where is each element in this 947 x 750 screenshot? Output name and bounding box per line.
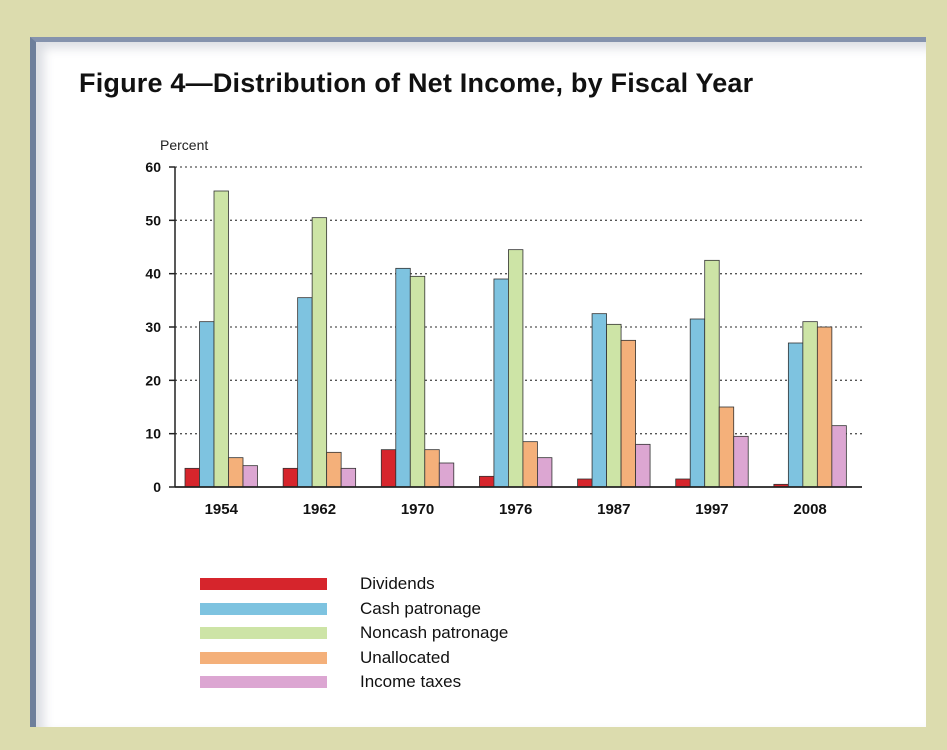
bar-dividends-1954 (184, 467, 200, 488)
bar-unallocated-1970 (424, 449, 440, 488)
bar-dividends-1976 (479, 475, 495, 488)
legend-swatch-unallocated (200, 651, 327, 664)
x-tick-label: 1987 (597, 501, 630, 518)
bar-cash-patronage-1954 (199, 321, 215, 488)
y-tick-label: 10 (145, 426, 161, 442)
bar-cash-patronage-1987 (591, 313, 607, 488)
y-tick-label: 50 (145, 212, 161, 228)
bar-dividends-1970 (380, 449, 397, 488)
legend-swatch-cash-patronage (200, 602, 327, 615)
x-tick-label: 1954 (205, 501, 239, 518)
legend-label-income-taxes: Income taxes (360, 672, 462, 691)
y-tick-label: 0 (153, 479, 161, 495)
legend-swatch-noncash-patronage (200, 627, 327, 639)
legend-label-dividends: Dividends (360, 574, 435, 593)
bar-unallocated-1997 (718, 406, 735, 488)
legend-swatch-income-taxes (200, 676, 327, 688)
bar-noncash-patronage-1976 (508, 249, 524, 488)
legend-label-noncash-patronage: Noncash patronage (360, 623, 509, 642)
bar-unallocated-1962 (326, 451, 342, 488)
bar-noncash-patronage-1962 (311, 217, 328, 488)
bar-cash-patronage-2008 (787, 342, 804, 488)
bar-noncash-patronage-1970 (409, 275, 426, 488)
bar-dividends-1987 (577, 478, 593, 488)
bar-noncash-patronage-1954 (213, 190, 229, 488)
bar-cash-patronage-1976 (493, 278, 509, 488)
figure-frame (30, 37, 926, 727)
bar-cash-patronage-1962 (297, 297, 313, 488)
bar-unallocated-1954 (228, 457, 244, 488)
x-tick-label: 1976 (499, 501, 532, 518)
bar-noncash-patronage-1987 (606, 323, 622, 488)
bar-unallocated-1987 (620, 339, 636, 488)
legend-label-cash-patronage: Cash patronage (360, 598, 481, 618)
y-tick-label: 30 (145, 319, 161, 335)
y-tick-label: 60 (145, 159, 161, 175)
bar-income-taxes-1954 (242, 465, 258, 488)
bar-income-taxes-1976 (537, 457, 553, 488)
legend-swatch-dividends (200, 578, 327, 590)
bar-unallocated-2008 (816, 326, 833, 488)
x-tick-label: 1962 (303, 501, 336, 518)
bar-dividends-1997 (675, 478, 691, 488)
chart-title: Figure 4—Distribution of Net Income, by … (79, 68, 754, 98)
y-tick-label: 20 (145, 372, 161, 388)
legend-label-unallocated: Unallocated (360, 647, 450, 667)
bar-noncash-patronage-2008 (802, 321, 818, 488)
bar-unallocated-1976 (522, 441, 538, 488)
x-tick-label: 2008 (793, 501, 826, 518)
bar-income-taxes-1987 (635, 443, 651, 488)
bar-income-taxes-1962 (340, 467, 357, 488)
x-tick-label: 1997 (695, 501, 728, 518)
bar-noncash-patronage-1997 (704, 259, 720, 488)
x-tick-label: 1970 (401, 501, 434, 518)
bar-dividends-1962 (282, 467, 299, 488)
bar-cash-patronage-1970 (395, 267, 411, 488)
bar-income-taxes-2008 (831, 425, 847, 488)
bar-income-taxes-1970 (438, 462, 455, 488)
bar-cash-patronage-1997 (689, 318, 706, 488)
bar-income-taxes-1997 (733, 435, 749, 488)
y-tick-label: 40 (145, 266, 161, 282)
y-axis-label: Percent (160, 137, 209, 153)
